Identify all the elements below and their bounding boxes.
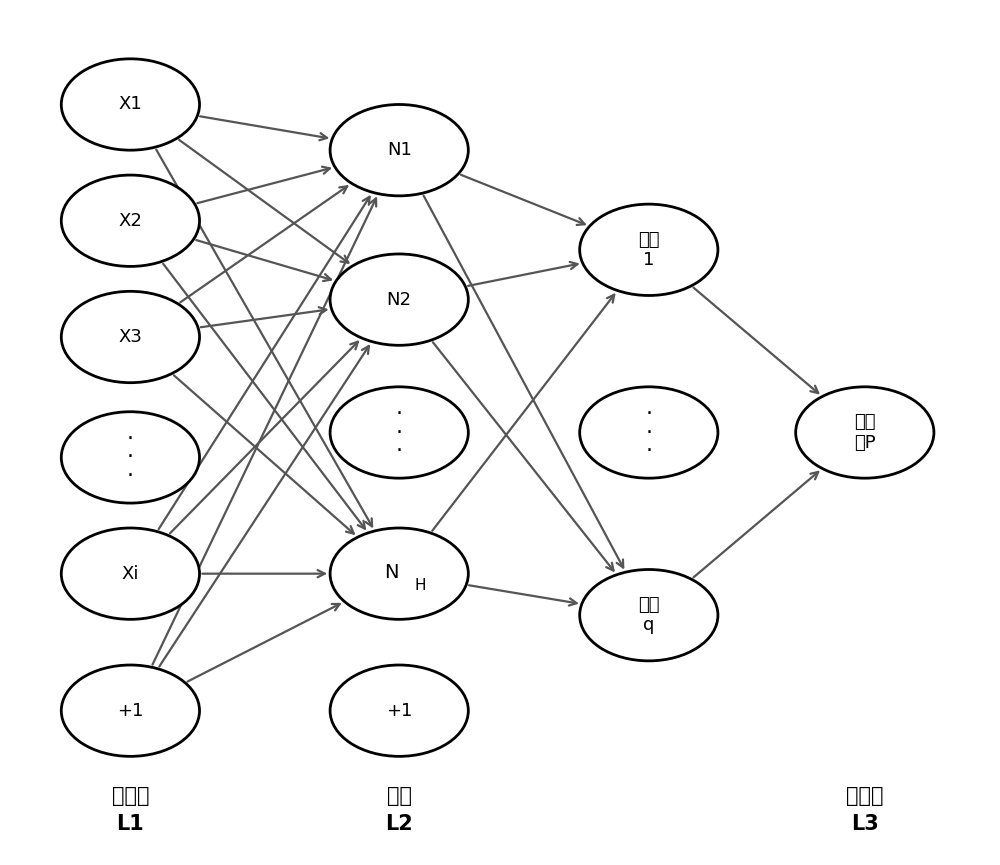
Text: L2: L2 (385, 815, 413, 835)
Text: X3: X3 (118, 328, 142, 346)
Text: +1: +1 (117, 702, 144, 720)
Text: X1: X1 (119, 95, 142, 113)
Text: N: N (384, 562, 399, 581)
Ellipse shape (61, 665, 200, 756)
Ellipse shape (330, 105, 468, 195)
Ellipse shape (330, 665, 468, 756)
Text: ·
·
·: · · · (396, 404, 403, 461)
Text: X2: X2 (118, 212, 142, 230)
Text: 输出层: 输出层 (846, 786, 884, 806)
Ellipse shape (61, 175, 200, 266)
Text: L3: L3 (851, 815, 879, 835)
Text: 预测
值P: 预测 值P (854, 413, 876, 452)
Text: 工况
1: 工况 1 (638, 231, 660, 269)
Text: L1: L1 (117, 815, 144, 835)
Ellipse shape (580, 387, 718, 478)
Ellipse shape (330, 254, 468, 345)
Ellipse shape (580, 569, 718, 661)
Ellipse shape (330, 387, 468, 478)
Ellipse shape (61, 412, 200, 503)
Text: 工况
q: 工况 q (638, 596, 660, 634)
Ellipse shape (580, 204, 718, 296)
Text: N1: N1 (387, 141, 412, 159)
Text: 输入层: 输入层 (112, 786, 149, 806)
Text: N2: N2 (387, 291, 412, 309)
Ellipse shape (61, 59, 200, 151)
Ellipse shape (796, 387, 934, 478)
Ellipse shape (61, 292, 200, 382)
Text: ·
·
·: · · · (127, 429, 134, 486)
Text: ·
·
·: · · · (645, 404, 652, 461)
Ellipse shape (61, 528, 200, 619)
Text: 隐层: 隐层 (387, 786, 412, 806)
Text: Xi: Xi (122, 565, 139, 583)
Text: H: H (415, 578, 426, 593)
Ellipse shape (330, 528, 468, 619)
Text: +1: +1 (386, 702, 412, 720)
